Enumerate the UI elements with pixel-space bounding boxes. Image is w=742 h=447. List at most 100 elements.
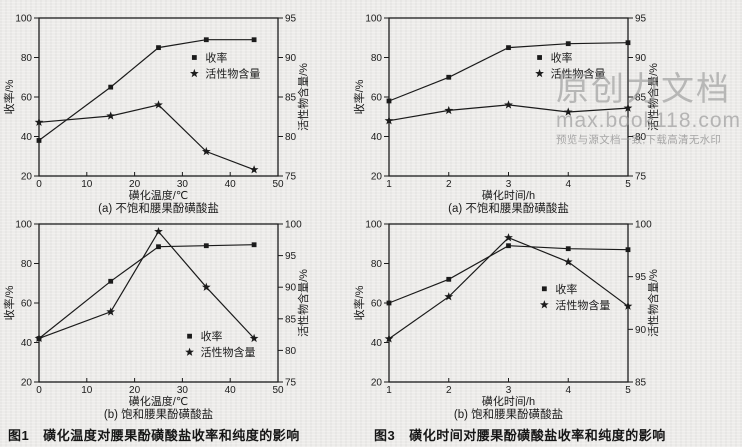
svg-text:95: 95: [635, 272, 647, 283]
svg-text:100: 100: [15, 220, 32, 231]
svg-text:95: 95: [285, 14, 297, 25]
svg-text:3: 3: [506, 385, 512, 396]
svg-text:磺化时间/h: 磺化时间/h: [482, 394, 535, 408]
svg-text:收率: 收率: [201, 329, 223, 343]
svg-text:5: 5: [625, 179, 631, 190]
svg-text:活性物含量/%: 活性物含量/%: [296, 63, 310, 131]
figure1-label: 图1: [8, 428, 30, 443]
svg-text:60: 60: [21, 93, 33, 104]
svg-text:活性物含量: 活性物含量: [555, 298, 610, 312]
figure1-caption-text: 磺化温度对腰果酚磺酸盐收率和纯度的影响: [43, 428, 300, 443]
svg-text:2: 2: [446, 179, 452, 190]
svg-text:活性物含量/%: 活性物含量/%: [296, 269, 310, 337]
svg-text:60: 60: [371, 93, 383, 104]
svg-text:3: 3: [506, 179, 512, 190]
svg-text:80: 80: [635, 132, 647, 143]
svg-text:收率: 收率: [555, 282, 577, 296]
svg-text:20: 20: [21, 172, 33, 183]
figure-captions-row: 图1 磺化温度对腰果酚磺酸盐收率和纯度的影响 图3 磺化时间对腰果酚磺酸盐收率和纯度…: [0, 425, 742, 445]
svg-text:0: 0: [36, 179, 42, 190]
svg-text:100: 100: [365, 14, 382, 25]
svg-text:(a) 不饱和腰果酚磺酸盐: (a) 不饱和腰果酚磺酸盐: [98, 201, 219, 215]
svg-text:90: 90: [635, 325, 647, 336]
svg-text:收率: 收率: [551, 51, 573, 65]
svg-text:40: 40: [21, 132, 33, 143]
svg-text:活性物含量: 活性物含量: [205, 67, 260, 81]
svg-text:活性物含量: 活性物含量: [551, 67, 606, 81]
chart-fig1a: 0 10 20 30 40 50 20 40 60 80 100 75 80 85 90 95 磺化温度/℃(a…: [2, 14, 310, 216]
svg-text:40: 40: [225, 179, 237, 190]
svg-text:85: 85: [635, 378, 647, 389]
figure3-caption: 图3 磺化时间对腰果酚磺酸盐收率和纯度的影响: [374, 425, 666, 444]
svg-text:80: 80: [371, 259, 383, 270]
svg-text:活性物含量/%: 活性物含量/%: [646, 63, 660, 131]
svg-text:100: 100: [635, 220, 652, 231]
svg-text:80: 80: [371, 53, 383, 64]
svg-text:50: 50: [272, 179, 284, 190]
figure-1b-sulfonation-temperature-saturated: 0 10 20 30 40 50 20 40 60 80 100 75 80 85 90 95 100 磺化温度/…: [2, 211, 334, 422]
chart-fig1b: 0 10 20 30 40 50 20 40 60 80 100 75 80 85 90 95 100 磺化温度/…: [2, 220, 310, 422]
chart-fig3a: 1 2 3 4 5 20 40 60 80 100 75 80 85 90 95 磺化时间/h(a) 不饱和腰…: [352, 14, 660, 216]
svg-text:50: 50: [272, 385, 284, 396]
svg-text:(a) 不饱和腰果酚磺酸盐: (a) 不饱和腰果酚磺酸盐: [448, 201, 569, 215]
svg-text:收率/%: 收率/%: [2, 79, 16, 114]
svg-text:90: 90: [285, 53, 297, 64]
svg-text:20: 20: [371, 172, 383, 183]
svg-text:20: 20: [129, 179, 141, 190]
svg-text:活性物含量: 活性物含量: [201, 345, 256, 359]
svg-text:90: 90: [285, 283, 297, 294]
svg-text:80: 80: [21, 259, 33, 270]
svg-text:磺化温度/℃: 磺化温度/℃: [129, 394, 188, 408]
svg-text:(b) 饱和腰果酚磺酸盐: (b) 饱和腰果酚磺酸盐: [104, 407, 213, 421]
svg-text:75: 75: [285, 172, 297, 183]
svg-text:收率: 收率: [205, 51, 227, 65]
svg-text:10: 10: [81, 179, 93, 190]
figure-3a-sulfonation-time-unsaturated: 1 2 3 4 5 20 40 60 80 100 75 80 85 90 95 磺化时间/h (a) 不饱和腰…: [352, 5, 684, 216]
svg-text:60: 60: [371, 299, 383, 310]
figure-1a-sulfonation-temperature-unsaturated: 0 10 20 30 40 50 20 40 60 80 100 75 80 85 90 95 磺化温度/℃ (a…: [2, 5, 334, 216]
svg-text:100: 100: [15, 14, 32, 25]
svg-text:75: 75: [285, 378, 297, 389]
svg-text:收率/%: 收率/%: [352, 285, 366, 320]
svg-text:20: 20: [21, 378, 33, 389]
svg-text:80: 80: [285, 346, 297, 357]
svg-text:75: 75: [635, 172, 647, 183]
svg-text:4: 4: [565, 385, 571, 396]
svg-text:100: 100: [365, 220, 382, 231]
svg-text:20: 20: [129, 385, 141, 396]
svg-text:0: 0: [36, 385, 42, 396]
svg-text:2: 2: [446, 385, 452, 396]
svg-text:磺化时间/h: 磺化时间/h: [482, 188, 535, 202]
svg-text:100: 100: [285, 220, 302, 231]
svg-text:85: 85: [285, 314, 297, 325]
svg-text:95: 95: [285, 251, 297, 262]
figure-3b-sulfonation-time-saturated: 1 2 3 4 5 20 40 60 80 100 85 90 95 100 磺化时间/h (b) 饱和腰果酚…: [352, 211, 684, 422]
svg-text:收率/%: 收率/%: [2, 285, 16, 320]
svg-text:收率/%: 收率/%: [352, 79, 366, 114]
svg-text:1: 1: [386, 385, 392, 396]
svg-text:磺化温度/℃: 磺化温度/℃: [129, 188, 188, 202]
svg-text:30: 30: [177, 179, 189, 190]
svg-text:5: 5: [625, 385, 631, 396]
svg-text:20: 20: [371, 378, 383, 389]
svg-text:40: 40: [21, 338, 33, 349]
svg-text:60: 60: [21, 299, 33, 310]
svg-text:活性物含量/%: 活性物含量/%: [646, 269, 660, 337]
svg-text:(b) 饱和腰果酚磺酸盐: (b) 饱和腰果酚磺酸盐: [454, 407, 563, 421]
svg-text:40: 40: [371, 338, 383, 349]
svg-text:90: 90: [635, 53, 647, 64]
svg-text:40: 40: [371, 132, 383, 143]
figure3-label: 图3: [374, 428, 396, 443]
svg-text:85: 85: [285, 93, 297, 104]
svg-text:85: 85: [635, 93, 647, 104]
chart-fig3b: 1 2 3 4 5 20 40 60 80 100 85 90 95 100 磺化时间/h(b) 饱和腰果酚…: [352, 220, 660, 422]
figure1-caption: 图1 磺化温度对腰果酚磺酸盐收率和纯度的影响: [8, 425, 300, 444]
svg-text:4: 4: [565, 179, 571, 190]
svg-text:10: 10: [81, 385, 93, 396]
svg-text:95: 95: [635, 14, 647, 25]
svg-text:80: 80: [21, 53, 33, 64]
svg-text:40: 40: [225, 385, 237, 396]
svg-text:80: 80: [285, 132, 297, 143]
svg-text:30: 30: [177, 385, 189, 396]
